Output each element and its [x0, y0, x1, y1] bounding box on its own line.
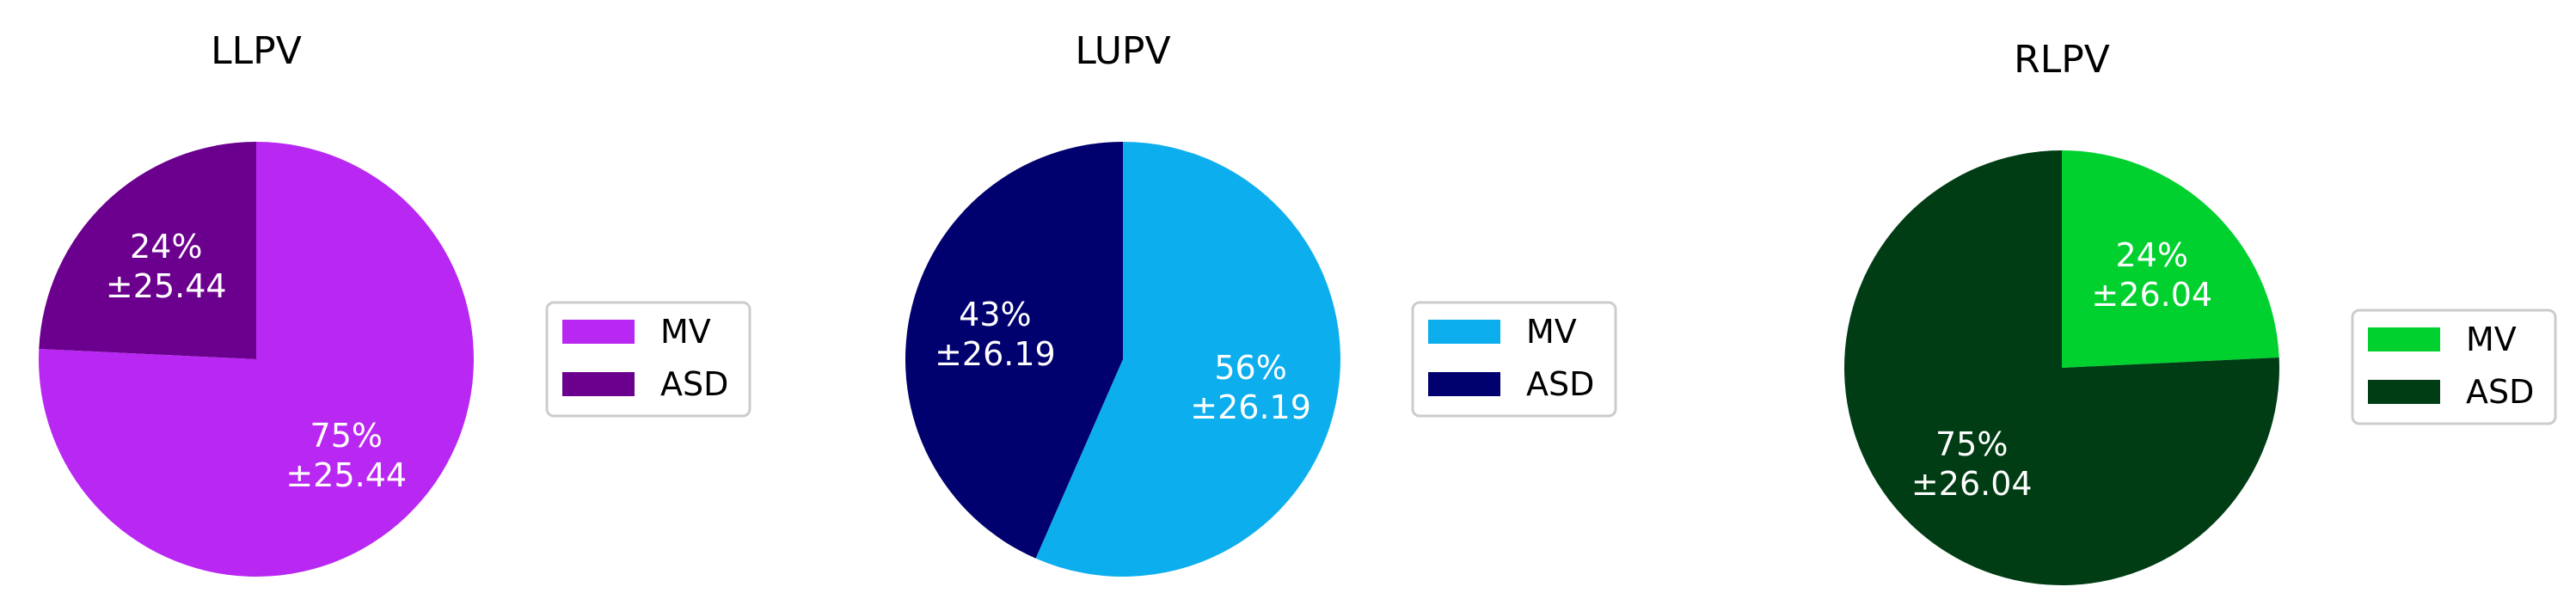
chart-title: LUPV — [1075, 29, 1170, 73]
slice-percent-label: 43% — [959, 296, 1031, 333]
pie-slice-asd — [39, 142, 257, 359]
legend-swatch-asd — [1428, 372, 1500, 396]
pie-slice-asd — [905, 142, 1123, 559]
legend-swatch-mv — [1428, 320, 1500, 344]
legend-label-mv: MV — [2466, 321, 2517, 358]
chart-title: RLPV — [2014, 38, 2110, 82]
legend-label-mv: MV — [1526, 313, 1577, 351]
pie-slice-mv — [1035, 142, 1341, 578]
slice-percent-label: 24% — [2116, 236, 2188, 274]
legend-swatch-asd — [562, 372, 635, 396]
legend-label-asd: ASD — [660, 365, 728, 403]
slice-error-label: ±25.44 — [106, 267, 227, 305]
legend-swatch-mv — [2368, 327, 2440, 351]
slice-error-label: ±25.44 — [285, 456, 407, 494]
legend-label-asd: ASD — [1526, 365, 1594, 403]
chart-title: LLPV — [211, 29, 302, 73]
legend-swatch-asd — [2368, 380, 2440, 404]
pie-slice-asd — [1844, 150, 2279, 585]
slice-error-label: ±26.04 — [1911, 465, 2033, 503]
slice-error-label: ±26.19 — [1190, 388, 1311, 426]
slice-error-label: ±26.19 — [935, 335, 1056, 373]
pie-slice-mv — [2062, 150, 2279, 368]
slice-percent-label: 75% — [310, 417, 383, 455]
legend: MV ASD — [545, 301, 751, 418]
slice-percent-label: 75% — [1935, 425, 2008, 463]
legend-label-asd: ASD — [2466, 373, 2534, 411]
slice-percent-label: 56% — [1214, 349, 1286, 387]
legend-label-mv: MV — [660, 313, 711, 351]
slice-error-label: ±26.04 — [2091, 276, 2212, 314]
legend-swatch-mv — [562, 320, 635, 344]
slice-percent-label: 24% — [130, 228, 202, 266]
legend: MV ASD — [1411, 301, 1617, 418]
legend: MV ASD — [2351, 309, 2557, 425]
